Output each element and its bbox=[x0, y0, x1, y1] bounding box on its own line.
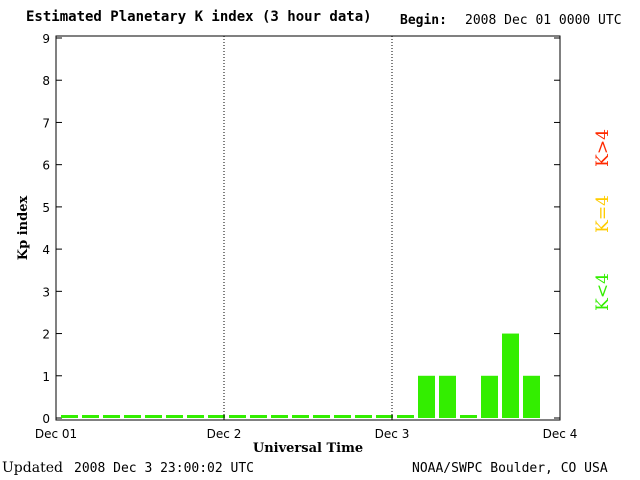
legend-entry: K<4 bbox=[593, 273, 613, 311]
x-tick-label: Dec 01 bbox=[35, 427, 77, 441]
data-source: NOAA/SWPC Boulder, CO USA bbox=[412, 461, 608, 476]
kp-bar bbox=[418, 375, 435, 418]
legend-entry: K>4 bbox=[593, 129, 613, 167]
x-tick-label: Dec 3 bbox=[375, 427, 410, 441]
y-tick-label: 4 bbox=[42, 243, 50, 257]
x-tick-label: Dec 4 bbox=[543, 427, 578, 441]
kp-bar bbox=[481, 375, 498, 418]
y-tick-label: 0 bbox=[42, 412, 50, 426]
plot-area bbox=[55, 35, 561, 421]
y-tick-label: 5 bbox=[42, 201, 50, 215]
kp-bar bbox=[439, 375, 456, 418]
kp-bar bbox=[124, 415, 141, 418]
kp-bar bbox=[523, 375, 540, 418]
x-axis-title: Universal Time bbox=[253, 441, 363, 456]
y-tick-label: 1 bbox=[42, 370, 50, 384]
updated-label: Updated bbox=[2, 460, 63, 476]
kp-bar bbox=[208, 415, 225, 418]
kp-bar bbox=[334, 415, 351, 418]
y-axis-title: Kp index bbox=[16, 196, 31, 261]
kp-bar bbox=[145, 415, 162, 418]
y-tick-label: 7 bbox=[42, 116, 50, 130]
kp-bar bbox=[103, 415, 120, 418]
chart-title: Estimated Planetary K index (3 hour data… bbox=[26, 9, 372, 25]
kp-bar bbox=[355, 415, 372, 418]
kp-bar bbox=[313, 415, 330, 418]
kp-bar bbox=[229, 415, 246, 418]
y-tick-label: 6 bbox=[42, 159, 50, 173]
y-tick-label: 9 bbox=[42, 32, 50, 46]
kp-bar bbox=[166, 415, 183, 418]
kp-bar bbox=[376, 415, 393, 418]
kp-bar bbox=[397, 415, 414, 418]
x-tick-label: Dec 2 bbox=[207, 427, 242, 441]
y-tick-label: 8 bbox=[42, 74, 50, 88]
begin-value: 2008 Dec 01 0000 UTC bbox=[465, 13, 622, 28]
y-tick-label: 3 bbox=[42, 285, 50, 299]
kp-bar bbox=[502, 333, 519, 418]
kp-bar bbox=[61, 415, 78, 418]
kp-bar bbox=[187, 415, 204, 418]
legend-entry: K=4 bbox=[593, 195, 613, 233]
kp-bar bbox=[250, 415, 267, 418]
kp-bar bbox=[460, 415, 477, 418]
updated-value: 2008 Dec 3 23:00:02 UTC bbox=[74, 461, 255, 476]
kp-bar bbox=[271, 415, 288, 418]
kp-bar bbox=[82, 415, 99, 418]
y-tick-label: 2 bbox=[42, 328, 50, 342]
kp-bar bbox=[292, 415, 309, 418]
begin-label: Begin: bbox=[400, 13, 447, 28]
